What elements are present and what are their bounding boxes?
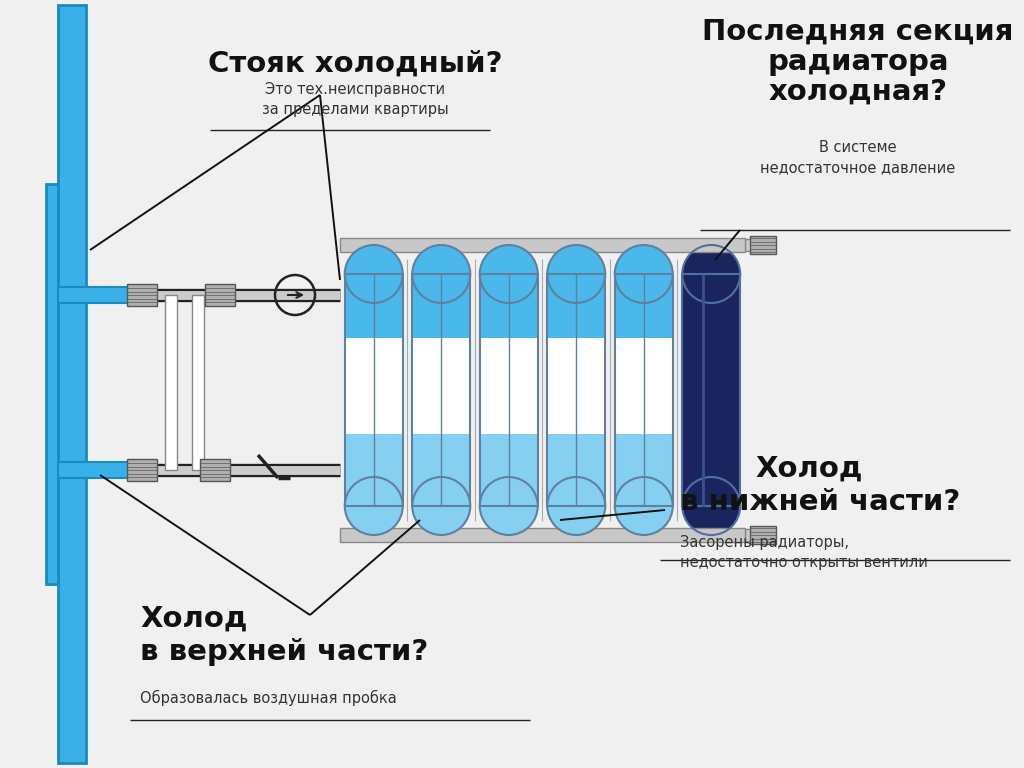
- Ellipse shape: [480, 245, 538, 303]
- Ellipse shape: [547, 477, 605, 535]
- Bar: [413, 274, 470, 338]
- Text: Засорены радиаторы,
недостаточно открыты вентили: Засорены радиаторы, недостаточно открыты…: [680, 535, 928, 570]
- Bar: [480, 433, 538, 506]
- Bar: [745, 239, 775, 251]
- Ellipse shape: [614, 245, 673, 303]
- Bar: [750, 526, 776, 544]
- Bar: [682, 274, 740, 506]
- Text: В системе
недостаточное давление: В системе недостаточное давление: [761, 140, 955, 175]
- Bar: [58, 5, 86, 763]
- Bar: [205, 284, 234, 306]
- Ellipse shape: [614, 245, 673, 303]
- Text: Последняя секция: Последняя секция: [702, 18, 1014, 46]
- Bar: [127, 284, 157, 306]
- Bar: [682, 274, 740, 506]
- Ellipse shape: [547, 477, 605, 535]
- Bar: [614, 274, 673, 506]
- Bar: [345, 274, 402, 506]
- Bar: [345, 274, 402, 506]
- Bar: [193, 295, 204, 470]
- Bar: [745, 529, 775, 541]
- Ellipse shape: [345, 477, 402, 535]
- Bar: [480, 274, 538, 338]
- Ellipse shape: [682, 477, 740, 535]
- Bar: [58, 287, 138, 303]
- Text: в верхней части?: в верхней части?: [140, 638, 428, 666]
- Bar: [413, 274, 470, 506]
- Bar: [127, 459, 157, 481]
- Bar: [547, 274, 605, 506]
- Text: Холод: Холод: [140, 605, 248, 633]
- Ellipse shape: [547, 245, 605, 303]
- Bar: [413, 433, 470, 506]
- Text: радиатора: радиатора: [767, 48, 949, 76]
- Bar: [614, 274, 673, 338]
- Bar: [480, 274, 538, 506]
- Text: Стояк холодный?: Стояк холодный?: [208, 50, 502, 78]
- Text: Образовалась воздушная пробка: Образовалась воздушная пробка: [140, 690, 396, 706]
- Text: Это тех.неисправности
за пределами квартиры: Это тех.неисправности за пределами кварт…: [262, 82, 449, 117]
- Text: в нижней части?: в нижней части?: [680, 488, 961, 516]
- Bar: [345, 433, 402, 506]
- Ellipse shape: [413, 477, 470, 535]
- Ellipse shape: [614, 477, 673, 535]
- Bar: [480, 274, 538, 506]
- Ellipse shape: [480, 245, 538, 303]
- Bar: [614, 274, 673, 506]
- Ellipse shape: [345, 245, 402, 303]
- Ellipse shape: [547, 245, 605, 303]
- Bar: [614, 433, 673, 506]
- Bar: [345, 274, 402, 338]
- Text: холодная?: холодная?: [768, 78, 947, 106]
- Bar: [340, 528, 745, 542]
- Bar: [200, 459, 230, 481]
- Ellipse shape: [682, 245, 740, 303]
- Ellipse shape: [614, 477, 673, 535]
- Ellipse shape: [345, 245, 402, 303]
- Bar: [413, 274, 470, 506]
- Ellipse shape: [480, 477, 538, 535]
- Bar: [547, 433, 605, 506]
- Ellipse shape: [413, 477, 470, 535]
- Bar: [165, 295, 177, 470]
- Bar: [340, 238, 745, 252]
- Bar: [750, 236, 776, 254]
- Bar: [46, 184, 58, 584]
- Ellipse shape: [345, 477, 402, 535]
- Ellipse shape: [413, 245, 470, 303]
- Ellipse shape: [413, 245, 470, 303]
- Ellipse shape: [480, 477, 538, 535]
- Bar: [58, 462, 138, 478]
- Bar: [547, 274, 605, 338]
- Bar: [547, 274, 605, 506]
- Text: Холод: Холод: [755, 455, 862, 483]
